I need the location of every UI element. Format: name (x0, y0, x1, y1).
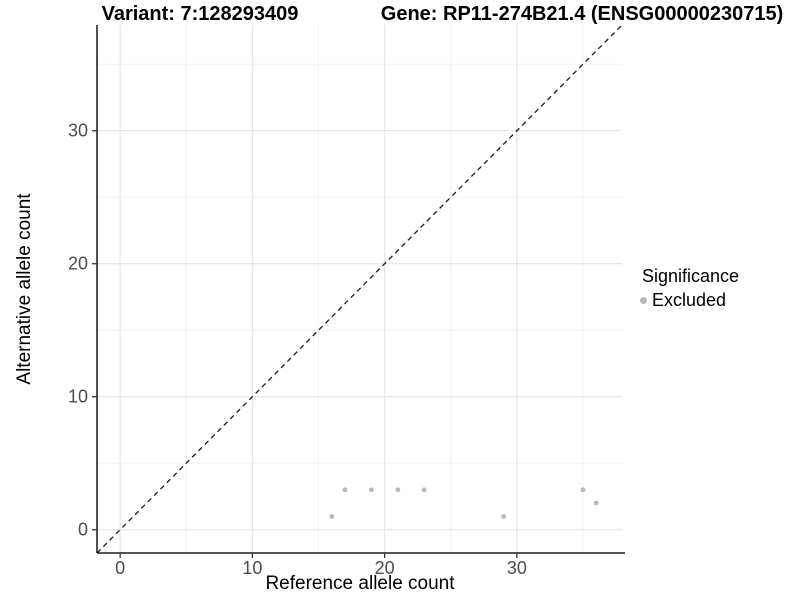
y-tick-label: 20 (68, 254, 88, 274)
legend-point-icon (640, 297, 647, 304)
data-point (421, 487, 427, 493)
data-point (395, 487, 401, 493)
identity-reference-line (96, 24, 623, 554)
data-point (593, 500, 599, 506)
x-tick-label: 30 (507, 558, 527, 578)
data-point (342, 487, 348, 493)
x-tick-label: 20 (375, 558, 395, 578)
x-tick-label: 0 (115, 558, 125, 578)
data-point (580, 487, 586, 493)
legend: Significance Excluded (640, 266, 739, 311)
data-point (329, 514, 335, 519)
legend-item-excluded: Excluded (640, 290, 739, 311)
gene-title: Gene: RP11-274B21.4 (ENSG00000230715) (380, 3, 784, 25)
y-tick-label: 30 (68, 121, 88, 141)
y-tick-label: 0 (78, 520, 88, 540)
legend-item-label: Excluded (652, 290, 727, 310)
data-point (501, 514, 507, 519)
legend-title: Significance (642, 266, 740, 286)
x-tick-label: 10 (242, 558, 262, 578)
variant-title: Variant: 7:128293409 (101, 3, 299, 25)
y-axis-title: Alternative allele count (14, 193, 35, 385)
y-tick-label: 10 (68, 387, 88, 407)
data-point (369, 487, 374, 493)
x-axis-title: Reference allele count (265, 573, 455, 594)
